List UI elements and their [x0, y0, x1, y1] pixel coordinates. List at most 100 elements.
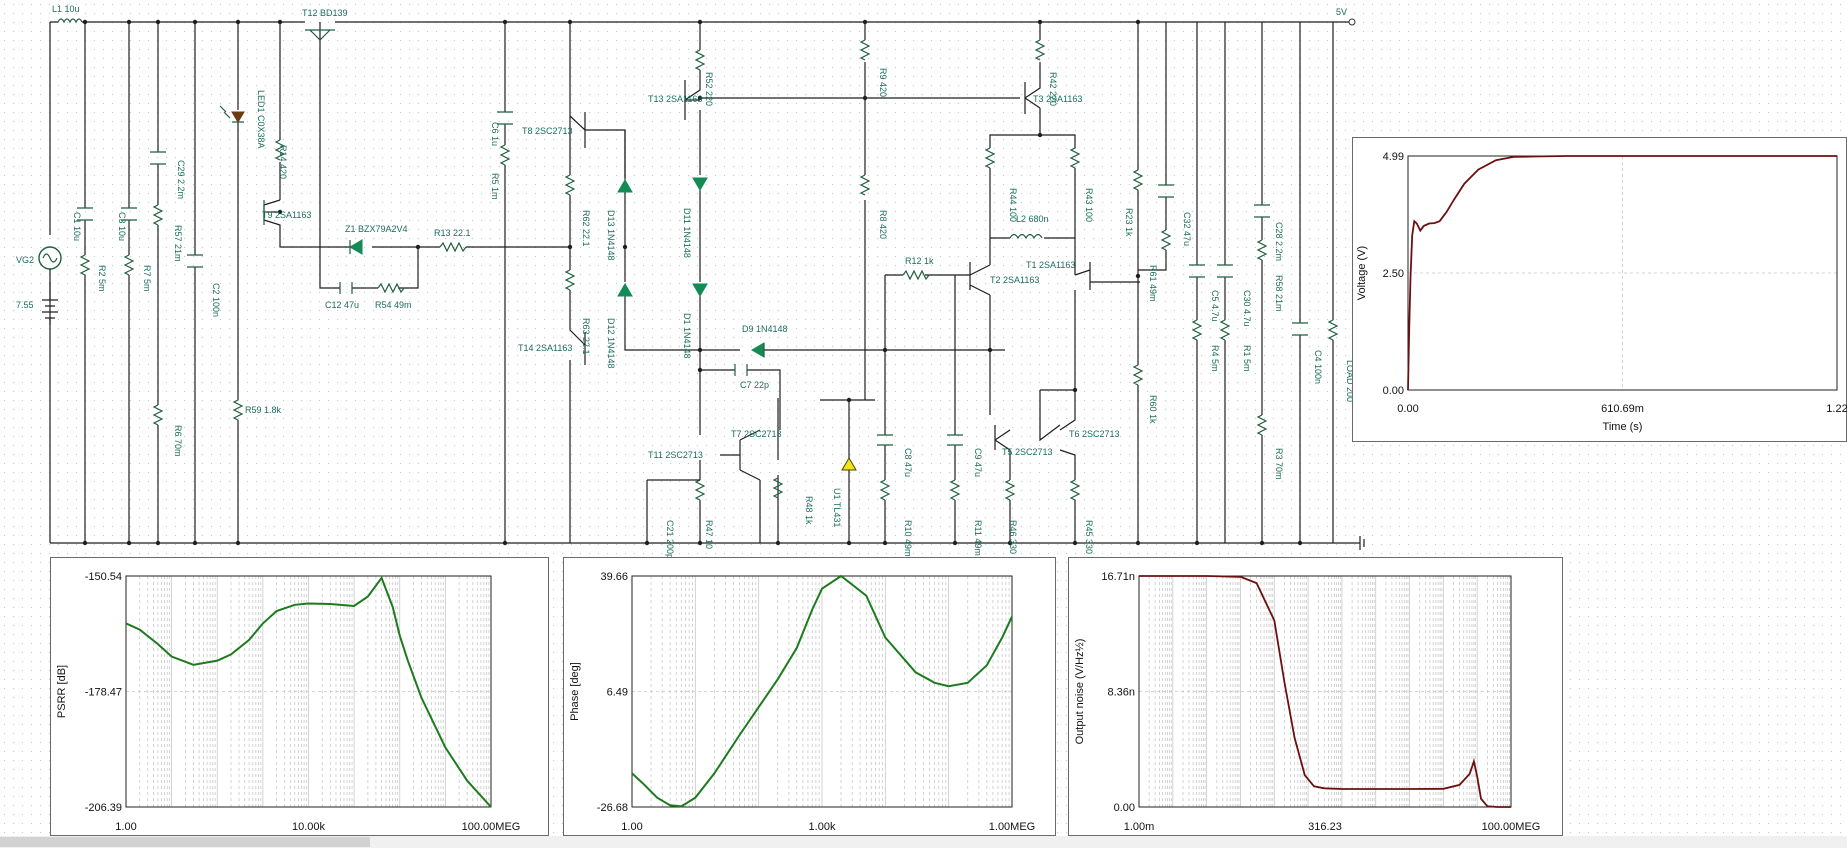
label-l1: L1 10u [52, 4, 80, 14]
label-c30: C30 4.7u [1242, 290, 1252, 327]
transient-series-line [1407, 155, 1837, 391]
psrr-chart-panel[interactable]: -150.54 -178.47 -206.39 1.00 10.00k 100.00MEG… [50, 557, 549, 836]
phase-plot-area [631, 575, 1013, 808]
label-t5: T5 2SC2713 [1002, 447, 1053, 457]
label-r2: R2 5m [97, 265, 107, 292]
junction-nodes [82, 19, 1303, 546]
phase-chart[interactable]: 39.66 6.49 -26.68 1.00 1.00k 1.00MEG Phase [de… [564, 558, 1057, 837]
label-t3: T3 2SA1163 [1033, 94, 1082, 104]
label-r14: R14 420 [278, 145, 288, 179]
label-r9: R9 420 [878, 68, 888, 97]
label-r62: R62 22.1 [581, 210, 591, 247]
label-d9: D9 1N4148 [742, 324, 788, 334]
output-filter-branches [1132, 22, 1339, 543]
label-r47: R47 10 [704, 520, 714, 549]
label-c12: C12 47u [325, 300, 359, 310]
transient-y-tick-label: 4.99 [1383, 151, 1404, 163]
phase-grid [632, 575, 1012, 807]
transient-x-tick-label: 610.69m [1601, 403, 1644, 415]
transient-x-tick-label: 1.22 [1826, 403, 1847, 415]
label-c6: C6 1u [490, 122, 500, 146]
phase-series-line [631, 574, 1013, 808]
phase-x-tick-label: 1.00k [809, 821, 836, 833]
phase-y-tick-label: 39.66 [600, 571, 628, 583]
label-t1: T1 2SA1163 [1026, 260, 1075, 270]
label-c21: C21 200p [665, 520, 675, 559]
psrr-chart[interactable]: -150.54 -178.47 -206.39 1.00 10.00k 100.00MEG… [51, 558, 550, 837]
transient-chart-panel[interactable]: 4.99 2.50 0.00 0.00 610.69m 1.22 Time (s) Volta… [1352, 137, 1847, 442]
noise-grid [1139, 575, 1511, 807]
label-c1: C1 10u [72, 212, 82, 241]
horizontal-scrollbar[interactable] [0, 836, 1847, 848]
phase-chart-panel[interactable]: 39.66 6.49 -26.68 1.00 1.00k 1.00MEG Phase [de… [563, 557, 1056, 836]
transient-y-tick-label: 2.50 [1383, 268, 1404, 280]
label-r63: R63 22.1 [581, 318, 591, 355]
label-v755: 7.55 [16, 300, 34, 310]
transient-chart[interactable]: 4.99 2.50 0.00 0.00 610.69m 1.22 Time (s) Volta… [1353, 138, 1847, 443]
label-l2: L2 680n [1016, 214, 1049, 224]
label-r45: R45 330 [1084, 520, 1094, 554]
ground-symbol [1359, 536, 1365, 550]
label-r54: R54 49m [375, 300, 412, 310]
label-r58: R58 21m [1274, 275, 1284, 312]
label-r1: R1 5m [1242, 345, 1252, 372]
label-r12: R12 1k [905, 256, 934, 266]
label-r4: R4 5m [1210, 345, 1220, 372]
label-c4: C4 100n [1313, 350, 1323, 384]
battery-icon [42, 269, 58, 325]
label-t9: T9 2SA1163 [262, 210, 311, 220]
noise-y-tick-label: 0.00 [1114, 802, 1135, 814]
label-r43: R43 100 [1084, 188, 1094, 222]
label-r42: R42 220 [1048, 72, 1058, 106]
psrr-y-axis-label: PSRR [dB] [56, 665, 68, 718]
label-c9: C9 47u [973, 448, 983, 477]
noise-chart[interactable]: 16.71n 8.36n 0.00 1.00m 316.23 100.00MEG Outpu… [1069, 558, 1564, 837]
label-r60: R60 1k [1148, 395, 1158, 424]
label-r48: R48 1k [804, 496, 814, 525]
transient-x-axis-label: Time (s) [1603, 421, 1643, 433]
label-load: LOAD 200 [1345, 360, 1355, 402]
label-c7: C7 22p [740, 380, 769, 390]
output-terminal[interactable] [1348, 18, 1356, 26]
noise-chart-panel[interactable]: 16.71n 8.36n 0.00 1.00m 316.23 100.00MEG Outpu… [1068, 557, 1563, 836]
psrr-grid [126, 575, 491, 807]
noise-x-tick-label: 1.00m [1124, 821, 1155, 833]
label-r11: R11 49m [973, 520, 983, 556]
label-t8: T8 2SC2713 [522, 126, 573, 136]
phase-x-tick-label: 1.00MEG [989, 821, 1035, 833]
transient-y-tick-label: 0.00 [1383, 385, 1404, 397]
label-c2: C2 100n [211, 283, 221, 317]
noise-y-tick-label: 16.71n [1101, 571, 1135, 583]
noise-y-tick-label: 8.36n [1107, 687, 1135, 699]
label-d13: D13 1N4148 [606, 210, 616, 261]
component-labels: L1 10u T12 BD139 5V LED1 C0X38A R14 420 T9 2S… [16, 4, 1355, 559]
label-u1: U1 TL431 [832, 488, 842, 527]
phase-y-tick-label: -26.68 [597, 802, 628, 814]
label-r10: R10 49m [903, 520, 913, 557]
label-vg2: VG2 [16, 255, 34, 265]
label-r13: R13 22.1 [434, 228, 471, 238]
psrr-x-tick-label: 100.00MEG [462, 821, 521, 833]
inductor-l1[interactable] [57, 18, 83, 24]
label-c3: C3 10u [117, 212, 127, 241]
transient-grid [1408, 155, 1837, 390]
label-c5: C5 4.7u [1210, 290, 1220, 322]
psrr-series-line [125, 575, 492, 808]
noise-x-tick-label: 100.00MEG [1482, 821, 1541, 833]
label-t7: T7 2SC2713 [731, 429, 782, 439]
scrollbar-thumb[interactable] [0, 837, 370, 847]
phase-y-axis-label: Phase [deg] [569, 662, 581, 721]
label-c32: C32 47u [1182, 212, 1192, 246]
psrr-plot-area [125, 575, 492, 808]
label-c8: C8 47u [903, 448, 913, 477]
sine-icon [42, 253, 58, 263]
reference-section [219, 22, 570, 543]
label-r6: R6 70m [173, 425, 183, 457]
label-z1: Z1 BZX79A2V4 [345, 224, 408, 234]
psrr-x-tick-label: 10.00k [292, 821, 326, 833]
psrr-y-tick-label: -206.39 [85, 802, 122, 814]
regulator-core [497, 22, 1140, 543]
label-led1: LED1 C0X38A [256, 90, 266, 149]
label-t13: T13 2SA1163 [648, 94, 702, 104]
label-r5: R5 1m [490, 173, 500, 200]
